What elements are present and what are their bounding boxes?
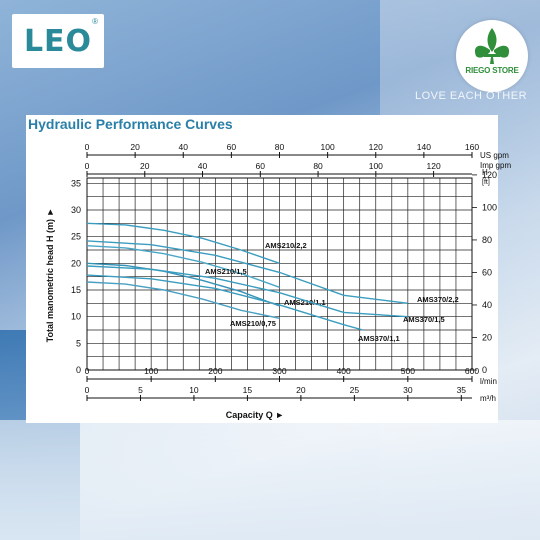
x-tick-label-usgpm: 80: [275, 142, 285, 152]
x-tick-label-usgpm: 120: [369, 142, 383, 152]
x-tick-label-impgpm: 60: [256, 161, 266, 171]
y2-tick-label-ft: 120: [482, 170, 497, 180]
y2-axis-label-h: H: [482, 168, 488, 177]
plot-frame: [86, 177, 473, 371]
x-tick-label-usgpm: 160: [465, 142, 479, 152]
x-tick-label-impgpm: 40: [198, 161, 208, 171]
x-tick-label-lmin: 200: [208, 366, 222, 376]
x-tick-label-usgpm: 100: [321, 142, 335, 152]
y2-tick-label-ft: 0: [482, 365, 487, 375]
x-unit-impgpm: Imp gpm: [480, 161, 511, 170]
leo-logo: LEO ®: [12, 14, 104, 68]
x-tick-label-impgpm: 100: [369, 161, 383, 171]
series-line: [86, 222, 280, 264]
x-tick-label-usgpm: 20: [130, 142, 140, 152]
banner-text: LOVE EACH OTHER: [415, 90, 528, 102]
x-tick-label-lmin: 500: [401, 366, 415, 376]
series-label: AMS370/1,5: [403, 315, 445, 324]
store-badge: RIEGO STORE: [456, 20, 528, 92]
x-tick-label-impgpm: 80: [313, 161, 323, 171]
y2-tick-label-ft: 60: [482, 267, 492, 277]
x-tick-label-m3h: 30: [403, 385, 413, 395]
logo-text: LEO: [23, 23, 93, 59]
x-tick-label-usgpm: 140: [417, 142, 431, 152]
chart-panel: [26, 115, 498, 423]
y-tick-label-m: 15: [71, 285, 81, 295]
y2-tick-label-ft: 20: [482, 332, 492, 342]
x-tick-label-lmin: 600: [465, 366, 479, 376]
x-tick-label-impgpm: 120: [426, 161, 440, 171]
y-tick-label-m: 10: [71, 312, 81, 322]
chart-title: Hydraulic Performance Curves: [28, 116, 233, 132]
registered-mark: ®: [92, 17, 98, 26]
series-label: AMS370/2,2: [417, 295, 459, 304]
x-tick-label-lmin: 100: [144, 366, 158, 376]
y2-tick-label-ft: 80: [482, 235, 492, 245]
series-label: AMS370/1,1: [358, 334, 400, 343]
series-line: [86, 262, 280, 307]
store-name: RIEGO STORE: [465, 66, 519, 75]
y2-tick-label-ft: 100: [482, 202, 497, 212]
series-line: [86, 245, 280, 288]
x-tick-label-m3h: 25: [350, 385, 360, 395]
x-tick-label-lmin: 400: [337, 366, 351, 376]
y2-tick-label-ft: 40: [482, 300, 492, 310]
y-tick-label-m: 20: [71, 258, 81, 268]
y-axis-title: Total manometric head H (m) ►: [45, 208, 55, 343]
x-unit-m3h: m³/h: [480, 394, 496, 403]
series-line: [86, 274, 364, 331]
series-line: [86, 265, 408, 318]
x-tick-label-usgpm: 0: [85, 142, 90, 152]
x-unit-usgpm: US gpm: [480, 151, 509, 160]
x-tick-label-usgpm: 60: [227, 142, 237, 152]
series-line: [86, 281, 280, 319]
x-tick-label-impgpm: 0: [85, 161, 90, 171]
y2-axis-label-unit: [ft]: [482, 179, 490, 186]
x-unit-lmin: l/min: [480, 377, 497, 386]
x-tick-label-m3h: 0: [85, 385, 90, 395]
x-tick-label-m3h: 20: [296, 385, 306, 395]
y-tick-label-m: 35: [71, 178, 81, 188]
x-tick-label-impgpm: 20: [140, 161, 150, 171]
series-label: AMS210/2,2: [265, 241, 307, 250]
x-tick-label-m3h: 15: [243, 385, 253, 395]
fleur-de-lis-icon: [474, 28, 510, 64]
x-axis-title: Capacity Q ►: [226, 410, 284, 420]
x-tick-label-usgpm: 40: [179, 142, 189, 152]
y-tick-label-m: 0: [76, 365, 81, 375]
series-line: [86, 240, 408, 304]
y-tick-label-m: 30: [71, 205, 81, 215]
x-tick-label-m3h: 5: [138, 385, 143, 395]
x-tick-label-m3h: 10: [189, 385, 199, 395]
x-tick-label-m3h: 35: [457, 385, 467, 395]
x-tick-label-lmin: 300: [272, 366, 286, 376]
background-floor: [0, 420, 540, 540]
series-label: AMS210/0,75: [230, 319, 276, 328]
series-label: AMS210/1,1: [284, 298, 326, 307]
y-tick-label-m: 5: [76, 338, 81, 348]
series-label: AMS210/1,5: [205, 267, 247, 276]
y-tick-label-m: 25: [71, 232, 81, 242]
x-tick-label-lmin: 0: [85, 366, 90, 376]
